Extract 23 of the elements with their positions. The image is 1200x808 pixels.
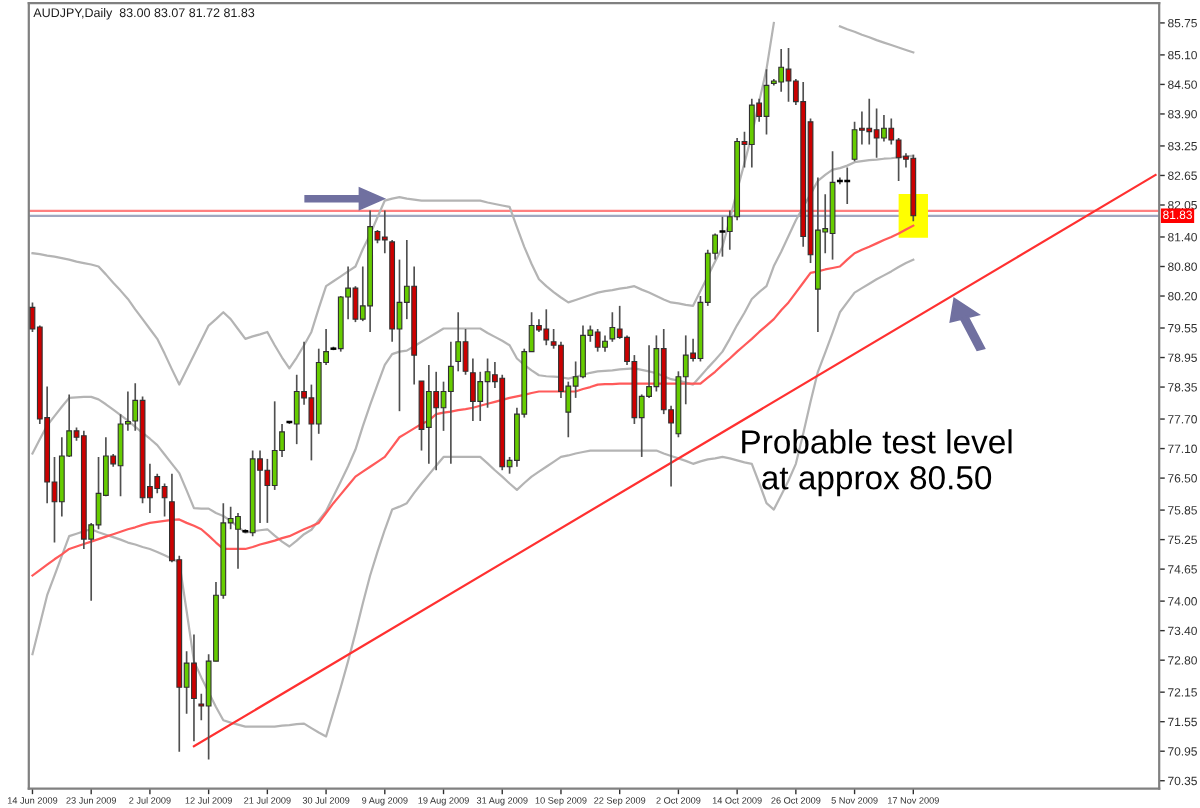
- candlestick: [785, 47, 792, 103]
- candlestick: [58, 436, 65, 518]
- candlestick: [718, 215, 727, 258]
- candlestick: [477, 370, 484, 422]
- candlestick: [433, 370, 440, 472]
- candlestick: [543, 308, 550, 347]
- candlestick: [778, 48, 785, 93]
- candlestick: [866, 97, 873, 146]
- candlestick: [271, 400, 278, 491]
- candlestick: [873, 107, 880, 159]
- line-series: [838, 25, 915, 54]
- candlestick: [191, 633, 197, 743]
- candlestick: [580, 324, 586, 380]
- annotation: Probable test level at approx 80.50: [742, 429, 1012, 497]
- candlestick: [425, 364, 432, 465]
- candlestick: [594, 328, 601, 353]
- candlestick: [264, 458, 271, 524]
- line-series: [31, 21, 775, 386]
- candlestick: [748, 97, 755, 169]
- candlestick: [881, 114, 887, 143]
- candlestick: [763, 68, 770, 136]
- candlestick: [484, 357, 491, 409]
- candlestick: [235, 512, 241, 570]
